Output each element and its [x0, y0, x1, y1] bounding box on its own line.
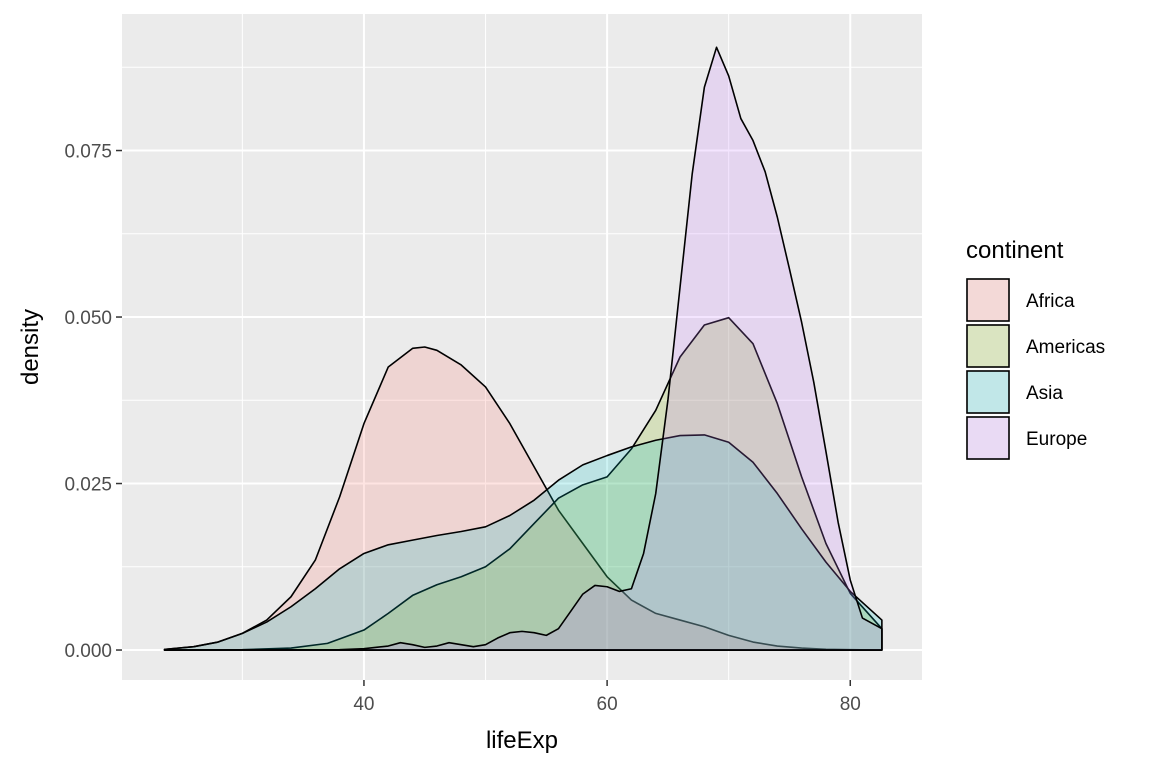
legend-key-europe [966, 416, 1010, 460]
density-area-americas [163, 316, 883, 651]
y-tick-label: 0.050 [64, 308, 112, 329]
x-axis-title: lifeExp [486, 727, 558, 754]
legend-key-bg [966, 416, 1010, 460]
legend-key-americas [966, 324, 1010, 368]
legend-label-europe: Europe [1026, 429, 1087, 450]
density-area-europe [163, 46, 883, 651]
y-axis-title: density [17, 309, 44, 385]
y-tick-label: 0.075 [64, 142, 112, 163]
x-tick-label: 60 [597, 694, 618, 715]
legend-key-bg [966, 370, 1010, 414]
legend-label-asia: Asia [1026, 383, 1063, 404]
plot-panel [122, 14, 922, 680]
y-tick-label: 0.000 [64, 641, 112, 662]
legend-key-bg [966, 324, 1010, 368]
legend-key-africa [966, 278, 1010, 322]
legend-title: continent [966, 237, 1064, 264]
x-tick-label: 80 [840, 694, 861, 715]
density-area-africa [163, 346, 883, 651]
y-tick-label: 0.025 [64, 475, 112, 496]
x-tick-label: 40 [353, 694, 374, 715]
legend-label-americas: Americas [1026, 337, 1105, 358]
legend-key-bg [966, 278, 1010, 322]
density-area-asia [163, 434, 883, 651]
legend-key-asia [966, 370, 1010, 414]
legend-label-africa: Africa [1026, 291, 1075, 312]
